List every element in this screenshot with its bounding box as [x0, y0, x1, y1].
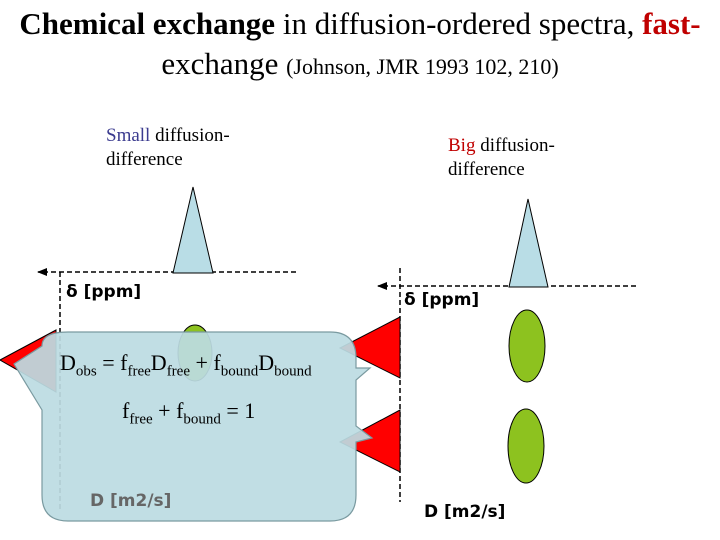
right-diffusion-peak-upper	[508, 309, 546, 383]
title-red-part: fast-	[642, 6, 701, 41]
title-line2-word: exchange	[161, 46, 279, 81]
slide-title: Chemical exchange in diffusion-ordered s…	[0, 4, 720, 87]
title-line-2: exchange (Johnson, JMR 1993 102, 210)	[0, 44, 720, 87]
right-heading-line2: difference	[448, 159, 525, 180]
right-heading-rest: diffusion-	[475, 135, 555, 156]
equation-fraction-sum: ffree + fbound = 1	[122, 398, 256, 428]
equation-observed-diffusion: Dobs = ffreeDfree + fboundDbound	[60, 350, 312, 380]
left-heading-rest: diffusion-	[150, 125, 230, 146]
right-diffusion-triangle-upper	[338, 316, 401, 379]
left-spectrum-peak	[172, 186, 214, 274]
left-delta-label: δ [ppm]	[66, 282, 142, 302]
right-delta-label: δ [ppm]	[404, 290, 480, 310]
right-panel-heading: Big diffusion- difference	[448, 134, 555, 182]
left-panel-heading: Small diffusion- difference	[106, 124, 230, 172]
right-d-label: D [m2/s]	[424, 502, 506, 522]
right-diffusion-triangle-lower	[338, 409, 401, 473]
right-heading-word: Big	[448, 135, 476, 156]
left-heading-line2: difference	[106, 149, 183, 170]
equation-callout	[13, 331, 374, 522]
title-reference: (Johnson, JMR 1993 102, 210)	[286, 54, 559, 79]
left-heading-word: Small	[106, 125, 151, 146]
right-diffusion-peak-lower	[507, 408, 545, 484]
title-middle-part: in diffusion-ordered spectra,	[275, 6, 643, 41]
right-spectrum-peak	[508, 198, 549, 288]
title-bold-part: Chemical exchange	[19, 6, 276, 41]
title-line-1: Chemical exchange in diffusion-ordered s…	[0, 4, 720, 44]
left-d-label: D [m2/s]	[90, 491, 172, 511]
